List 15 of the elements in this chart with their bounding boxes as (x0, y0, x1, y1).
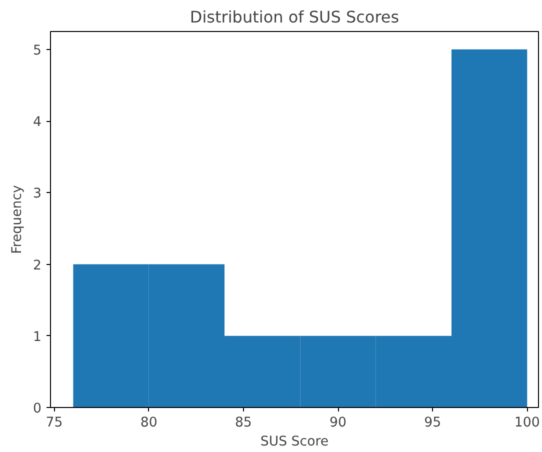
x-tick-label: 75 (46, 416, 63, 430)
y-tick-label: 1 (33, 330, 42, 345)
y-tick-label: 2 (33, 258, 42, 274)
y-tick-label: 3 (33, 186, 42, 202)
x-axis-title: SUS Score (260, 434, 329, 450)
x-tick-label: 90 (330, 416, 346, 430)
x-tick-label: 100 (514, 416, 540, 430)
x-tick-label: 80 (140, 416, 158, 430)
y-axis-title: Frequency (10, 184, 26, 254)
y-tick-label: 5 (33, 43, 42, 58)
x-tick-label: 85 (234, 416, 252, 430)
chart-title: Distribution of SUS Scores (190, 8, 400, 26)
y-tick-label: 0 (33, 402, 42, 416)
x-tick-label: 95 (424, 416, 442, 430)
y-tick-label: 4 (33, 115, 42, 130)
